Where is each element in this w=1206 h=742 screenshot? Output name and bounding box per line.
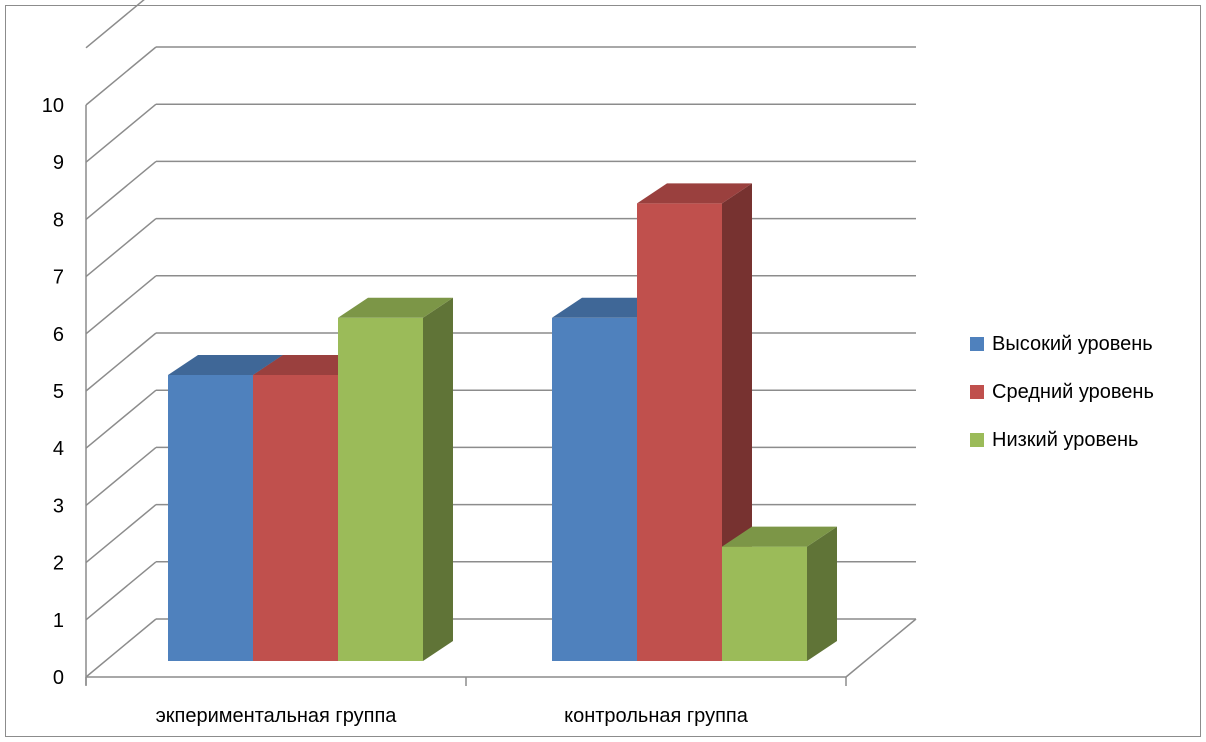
gridline-side-7 [85, 218, 157, 278]
bar-top-0-2 [338, 297, 453, 318]
bar-top-1-2 [722, 526, 837, 547]
bar-top-0-0 [168, 355, 283, 375]
gridline-side-1 [85, 561, 157, 621]
y-tick-label-10: 10 [42, 95, 64, 117]
legend-item-low: Низкий уровень [970, 416, 1154, 464]
gridline-side-9 [85, 103, 157, 163]
gridline-side-11 [85, 0, 145, 49]
bar-1-0 [552, 317, 637, 661]
legend-swatch-high [970, 337, 984, 351]
gridline-side-10 [85, 46, 157, 106]
gridline-side-4 [85, 389, 157, 449]
bar-0-2 [338, 317, 423, 661]
gridline-side-6 [85, 275, 157, 335]
x-category-label-0: экпериментальная группа [156, 705, 398, 727]
bar-1-2 [722, 546, 807, 661]
y-tick-label-1: 1 [53, 610, 64, 632]
gridline-side-5 [85, 332, 157, 392]
gridline-side-8 [85, 160, 157, 220]
y-tick-label-7: 7 [53, 267, 64, 289]
legend: Высокий уровень Средний уровень Низкий у… [970, 320, 1154, 464]
y-tick-label-5: 5 [53, 381, 64, 403]
bar-side-1-2 [807, 526, 837, 661]
floor-right-edge [845, 618, 917, 678]
legend-label-medium: Средний уровень [992, 380, 1154, 403]
y-tick-label-3: 3 [53, 495, 64, 517]
legend-item-high: Высокий уровень [970, 320, 1154, 368]
y-tick-label-6: 6 [53, 324, 64, 346]
bar-side-0-2 [423, 297, 453, 661]
y-tick-label-2: 2 [53, 553, 64, 575]
gridline-side-3 [85, 446, 157, 506]
legend-item-medium: Средний уровень [970, 368, 1154, 416]
bar-1-1 [637, 203, 722, 661]
gridline-side-0 [85, 618, 157, 678]
x-category-label-1: контрольная группа [564, 705, 749, 727]
bar-top-1-1 [637, 183, 752, 204]
legend-swatch-low [970, 433, 984, 447]
legend-label-low: Низкий уровень [992, 428, 1139, 451]
bar-0-0 [168, 375, 253, 661]
legend-swatch-medium [970, 385, 984, 399]
y-tick-label-0: 0 [53, 667, 64, 689]
bar-0-1 [253, 375, 338, 661]
y-tick-label-9: 9 [53, 152, 64, 174]
gridline-side-2 [85, 504, 157, 564]
y-tick-label-8: 8 [53, 209, 64, 231]
y-tick-label-4: 4 [53, 438, 64, 460]
legend-label-high: Высокий уровень [992, 332, 1153, 355]
